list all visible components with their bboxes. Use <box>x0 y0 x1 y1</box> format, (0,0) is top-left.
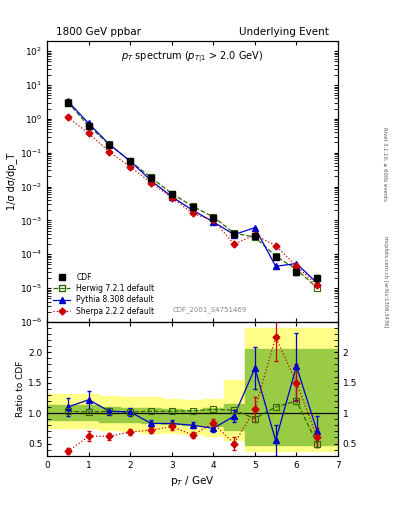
Text: CDF_2001_S4751469: CDF_2001_S4751469 <box>173 307 247 313</box>
Legend: CDF, Herwig 7.2.1 default, Pythia 8.308 default, Sherpa 2.2.2 default: CDF, Herwig 7.2.1 default, Pythia 8.308 … <box>51 271 156 318</box>
Text: Underlying Event: Underlying Event <box>239 27 329 37</box>
Text: Rivet 3.1.10, ≥ 600k events: Rivet 3.1.10, ≥ 600k events <box>383 127 387 201</box>
X-axis label: p$_T$ / GeV: p$_T$ / GeV <box>170 474 215 488</box>
Text: mcplots.cern.ch [arXiv:1306.3436]: mcplots.cern.ch [arXiv:1306.3436] <box>383 236 387 327</box>
Text: $p_T$ spectrum ($p_{T|1}$ > 2.0 GeV): $p_T$ spectrum ($p_{T|1}$ > 2.0 GeV) <box>121 49 264 65</box>
Text: 1800 GeV ppbar: 1800 GeV ppbar <box>56 27 141 37</box>
Y-axis label: Ratio to CDF: Ratio to CDF <box>16 360 25 417</box>
Y-axis label: 1/σ dσ/dp_T: 1/σ dσ/dp_T <box>6 153 17 210</box>
